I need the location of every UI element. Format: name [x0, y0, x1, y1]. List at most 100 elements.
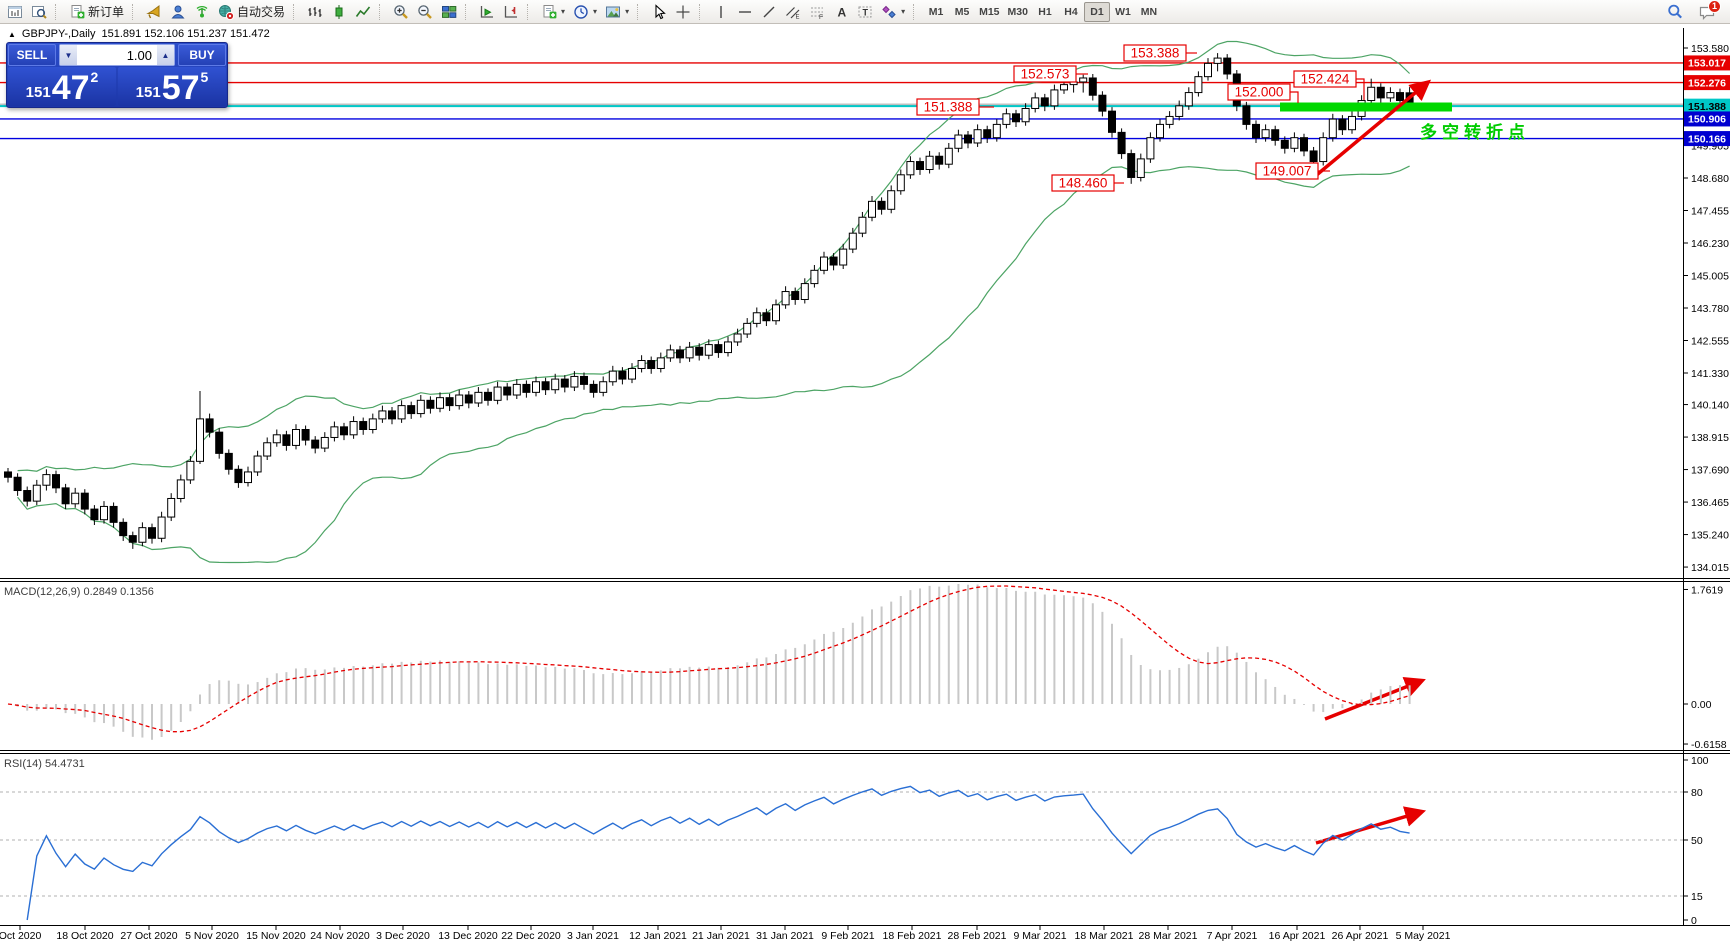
tf-m5[interactable]: M5 — [949, 2, 975, 22]
toolbar-separator — [55, 3, 62, 20]
svg-text:80: 80 — [1691, 787, 1703, 799]
zoom-out-button[interactable] — [413, 2, 437, 22]
svg-text:F: F — [819, 14, 823, 20]
svg-text:151.388: 151.388 — [924, 100, 973, 115]
crosshair-button[interactable] — [671, 2, 695, 22]
svg-text:3 Jan 2021: 3 Jan 2021 — [567, 930, 619, 942]
svg-text:136.465: 136.465 — [1691, 497, 1729, 509]
cursor-button[interactable] — [647, 2, 671, 22]
toolbar-group — [475, 0, 523, 24]
svg-text:100: 100 — [1691, 755, 1709, 767]
new-order-button[interactable]: 新订单 — [65, 2, 128, 22]
svg-text:13 Dec 2020: 13 Dec 2020 — [438, 930, 498, 942]
tile-windows-button[interactable] — [437, 2, 461, 22]
svg-text:9 Mar 2021: 9 Mar 2021 — [1013, 930, 1066, 942]
ohlc-values: 151.891 152.106 151.237 151.472 — [101, 28, 270, 40]
new-order-button-label: 新订单 — [88, 5, 125, 19]
text-icon: A — [833, 4, 849, 20]
chart-window-icon[interactable] — [3, 2, 27, 22]
turning-point-annotation: 多空转折点 — [1420, 122, 1530, 142]
svg-text:148.680: 148.680 — [1691, 173, 1729, 185]
toolbar-group — [389, 0, 461, 24]
svg-text:26 Apr 2021: 26 Apr 2021 — [1332, 930, 1389, 942]
buy-button[interactable]: BUY — [178, 44, 226, 66]
autotrading-button[interactable]: 自动交易 — [214, 2, 289, 22]
svg-text:141.330: 141.330 — [1691, 368, 1729, 380]
svg-text:151.388: 151.388 — [1688, 101, 1726, 113]
alerts-icon[interactable] — [142, 2, 166, 22]
tf-h1[interactable]: H1 — [1032, 2, 1058, 22]
svg-text:15: 15 — [1691, 891, 1703, 903]
tf-h4[interactable]: H4 — [1058, 2, 1084, 22]
tf-mn-label: MN — [1140, 5, 1158, 18]
zoom-in-icon — [393, 4, 409, 20]
text-label-button[interactable]: T — [853, 2, 877, 22]
tf-m1[interactable]: M1 — [923, 2, 949, 22]
period-button[interactable]: ▾ — [569, 2, 601, 22]
buy-price-point: 5 — [200, 69, 209, 85]
symbol-name: GBPJPY-,Daily — [21, 28, 96, 40]
toolbar-group — [647, 0, 695, 24]
chat-icon[interactable]: 1 — [1695, 0, 1721, 22]
signals-icon[interactable] — [190, 2, 214, 22]
volume-up-button[interactable]: ▲ — [157, 45, 174, 65]
svg-text:150.906: 150.906 — [1688, 114, 1726, 126]
vertical-line-icon — [713, 4, 729, 20]
svg-text:0.00: 0.00 — [1691, 699, 1712, 711]
search-icon[interactable] — [1663, 2, 1687, 22]
collapse-triangle-icon[interactable]: ▲ — [8, 29, 16, 39]
sell-button[interactable]: SELL — [8, 44, 56, 66]
arrows-button[interactable]: ▾ — [877, 2, 909, 22]
horizontal-line-button[interactable] — [733, 2, 757, 22]
svg-text:24 Nov 2020: 24 Nov 2020 — [310, 930, 370, 942]
equidistant-channel-button[interactable]: E — [781, 2, 805, 22]
sell-price[interactable]: 151 47 2 — [8, 67, 116, 106]
svg-text:T: T — [863, 7, 869, 17]
rsi-label: RSI(14) 54.4731 — [4, 758, 85, 770]
text-button[interactable]: A — [829, 2, 853, 22]
community-icon[interactable] — [166, 2, 190, 22]
chevron-down-icon[interactable]: ▾ — [625, 7, 630, 16]
tf-m30[interactable]: M30 — [1004, 2, 1032, 22]
new-order-icon — [69, 4, 85, 20]
fibonacci-button[interactable]: F — [805, 2, 829, 22]
auto-scroll-button[interactable] — [475, 2, 499, 22]
tf-d1[interactable]: D1 — [1083, 1, 1110, 22]
preview-window-icon[interactable] — [27, 2, 51, 22]
volume-down-button[interactable]: ▼ — [60, 45, 77, 65]
svg-text:146.230: 146.230 — [1691, 238, 1729, 250]
candlestick-button[interactable] — [327, 2, 351, 22]
toolbar-separator — [699, 3, 706, 20]
toolbar-separator — [379, 3, 386, 20]
chevron-down-icon[interactable]: ▾ — [593, 7, 598, 16]
tf-m15[interactable]: M15 — [975, 2, 1003, 22]
notification-badge: 1 — [1708, 0, 1721, 13]
chevron-down-icon[interactable]: ▾ — [561, 7, 566, 16]
svg-text:142.555: 142.555 — [1691, 335, 1729, 347]
vertical-line-button[interactable] — [709, 2, 733, 22]
line-chart-button[interactable] — [351, 2, 375, 22]
chart-profile-button[interactable]: ▾ — [601, 2, 633, 22]
trendline-button[interactable] — [757, 2, 781, 22]
buy-price[interactable]: 151 57 5 — [118, 67, 226, 106]
fibonacci-icon: F — [809, 4, 825, 20]
new-template-button[interactable]: ▾ — [537, 2, 569, 22]
chevron-down-icon[interactable]: ▾ — [901, 7, 906, 16]
bar-chart-icon — [307, 4, 323, 20]
svg-text:Oct 2020: Oct 2020 — [0, 930, 41, 942]
bar-chart-button[interactable] — [303, 2, 327, 22]
svg-text:148.460: 148.460 — [1059, 176, 1108, 191]
line-chart-icon — [355, 4, 371, 20]
zoom-in-button[interactable] — [389, 2, 413, 22]
toolbar-separator — [637, 3, 644, 20]
svg-text:150.166: 150.166 — [1688, 133, 1726, 145]
tf-mn[interactable]: MN — [1136, 2, 1162, 22]
cursor-icon — [651, 3, 667, 20]
green-support-bar — [1280, 102, 1452, 112]
svg-text:12 Jan 2021: 12 Jan 2021 — [629, 930, 687, 942]
volume-input[interactable]: 1.00 — [77, 45, 157, 65]
svg-text:152.000: 152.000 — [1235, 85, 1284, 100]
chart-shift-button[interactable] — [499, 2, 523, 22]
tf-w1[interactable]: W1 — [1110, 2, 1136, 22]
